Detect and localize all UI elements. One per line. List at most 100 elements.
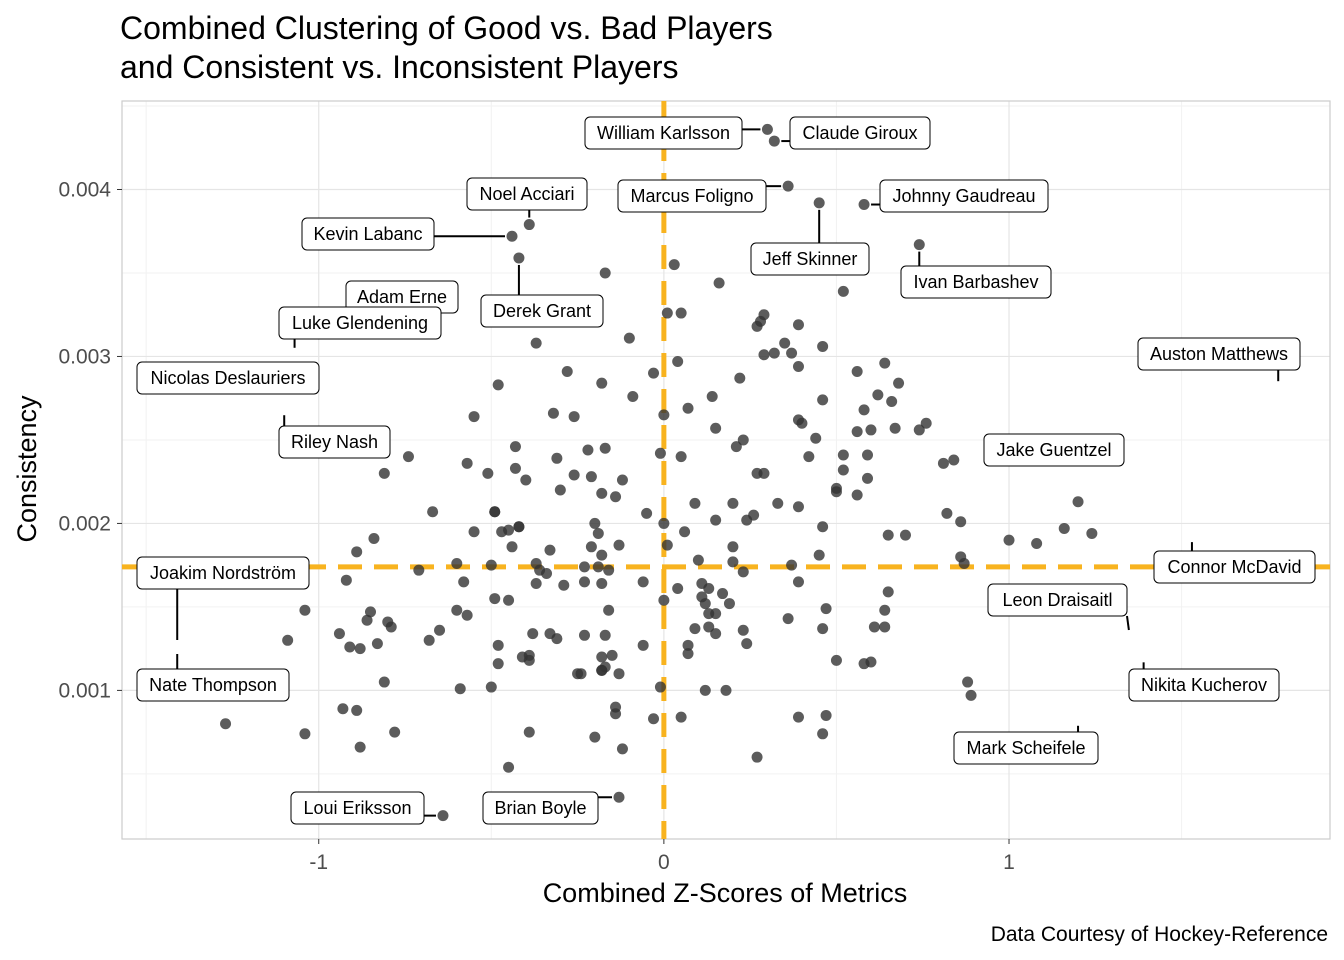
data-point [654, 681, 666, 693]
data-point [837, 449, 849, 461]
data-point [862, 449, 874, 461]
data-point [1003, 534, 1015, 546]
data-point [727, 497, 739, 509]
data-point [354, 643, 366, 655]
point-label: Mark Scheifele [966, 738, 1085, 758]
label-box [584, 116, 743, 150]
label-box [136, 556, 310, 590]
data-point [513, 252, 525, 264]
data-point [703, 583, 715, 595]
data-point [889, 422, 901, 434]
data-point [758, 349, 770, 361]
data-point [830, 486, 842, 498]
data-point [599, 629, 611, 641]
data-point [641, 507, 653, 519]
point-label: Nate Thompson [149, 675, 277, 695]
label-box [278, 425, 391, 459]
data-point [720, 684, 732, 696]
point-label: Adam Erne [357, 287, 447, 307]
data-point [603, 604, 615, 616]
data-point [782, 180, 794, 192]
point-label: Luke Glendening [292, 313, 428, 333]
point-label: Auston Matthews [1150, 344, 1288, 364]
y-tick-label: 0.001 [58, 679, 111, 702]
data-point [654, 447, 666, 459]
data-point [913, 239, 925, 251]
data-point [672, 355, 684, 367]
data-point [1086, 527, 1098, 539]
point-label: Derek Grant [493, 301, 591, 321]
data-point [575, 668, 587, 680]
data-point [803, 451, 815, 463]
data-point [606, 649, 618, 661]
data-point [689, 497, 701, 509]
data-point [689, 623, 701, 635]
label-box [1137, 337, 1301, 371]
data-point [713, 277, 725, 289]
data-point [599, 267, 611, 279]
data-point [596, 578, 608, 590]
data-point [692, 554, 704, 566]
label-box [482, 791, 599, 825]
data-point [485, 681, 497, 693]
data-point [792, 319, 804, 331]
data-point [851, 489, 863, 501]
data-point [748, 509, 760, 521]
data-point [496, 526, 508, 538]
data-point [1031, 537, 1043, 549]
data-point [492, 658, 504, 670]
data-point [541, 568, 553, 580]
data-point [658, 594, 670, 606]
data-point [361, 614, 373, 626]
data-point [813, 549, 825, 561]
data-point [723, 598, 735, 610]
data-point [817, 394, 829, 406]
data-point [220, 718, 232, 730]
data-point [658, 409, 670, 421]
data-point [779, 337, 791, 349]
data-point [333, 628, 345, 640]
data-point [492, 379, 504, 391]
point-label: Loui Eriksson [303, 798, 411, 818]
data-point [682, 639, 694, 651]
data-point [734, 372, 746, 384]
point-label: Joakim Nordström [150, 563, 296, 583]
point-label: Johnny Gaudreau [892, 186, 1035, 206]
data-point [737, 624, 749, 636]
data-point [710, 422, 722, 434]
data-point [578, 629, 590, 641]
data-point [820, 603, 832, 615]
data-point [865, 656, 877, 668]
data-point [589, 517, 601, 529]
data-point [768, 347, 780, 359]
data-point [485, 559, 497, 571]
label-connector [1126, 615, 1130, 631]
data-point [578, 576, 590, 588]
data-point [589, 731, 601, 743]
data-point [792, 576, 804, 588]
data-point [730, 441, 742, 453]
data-point [578, 561, 590, 573]
data-point [962, 676, 974, 688]
label-box [879, 179, 1049, 213]
point-labels: William Karlsson Claude Giroux Marcus Foli… [136, 116, 1316, 825]
point-label: Leon Draisaitl [1002, 590, 1112, 610]
data-point [434, 624, 446, 636]
data-point [817, 340, 829, 352]
data-point [817, 728, 829, 740]
data-point [862, 472, 874, 484]
data-point [613, 791, 625, 803]
label-box [136, 361, 320, 395]
data-point [710, 628, 722, 640]
data-point [703, 621, 715, 633]
data-point [879, 357, 891, 369]
label-box [136, 668, 290, 702]
data-point [772, 497, 784, 509]
chart-title-line-2: and Consistent vs. Inconsistent Players [120, 49, 679, 85]
data-point [1058, 522, 1070, 534]
y-axis-title: Consistency [12, 395, 42, 543]
point-label: Brian Boyle [494, 798, 586, 818]
data-point [868, 621, 880, 633]
data-point [451, 558, 463, 570]
data-point [351, 546, 363, 558]
